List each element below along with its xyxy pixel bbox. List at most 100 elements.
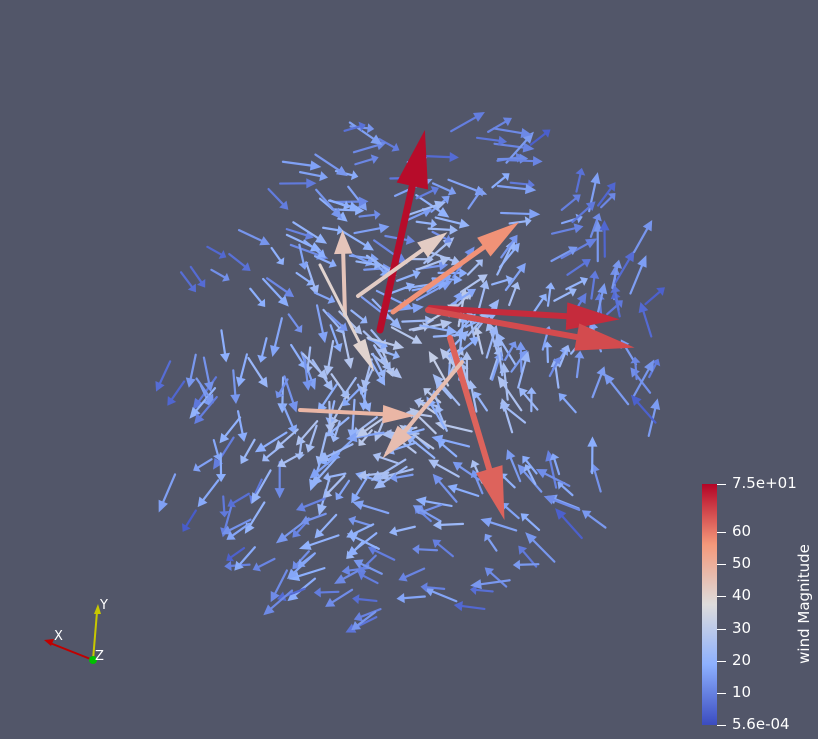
wind-arrow-glyph [574,350,585,379]
wind-arrow-glyph [195,377,214,404]
wind-arrow-glyph [287,313,303,333]
wind-arrow-glyph [346,532,378,557]
wind-arrow-glyph [373,344,391,372]
wind-arrow-glyph [202,356,214,393]
wind-arrow-glyph [566,258,591,276]
wind-arrow-glyph [300,512,327,526]
wind-arrow-glyph [206,245,227,259]
wind-arrow-glyph [644,287,665,306]
wind-arrow-glyph [227,492,250,508]
wind-arrow-glyph [266,277,295,298]
wind-arrow-glyph [281,160,322,171]
wind-arrow-glyph [357,470,390,481]
wind-arrow-glyph [491,275,514,286]
wind-arrow-glyph [632,359,655,397]
wind-arrow-glyph [600,192,616,209]
wind-arrow-glyph [325,588,354,607]
wind-arrow-glyph [599,220,610,258]
wind-arrow-glyph [219,495,230,518]
wind-arrow-glyph [305,261,319,296]
wind-arrow-glyph [629,255,647,295]
wind-arrow-glyph [341,330,354,370]
wind-arrow-glyph [432,539,454,558]
wind-arrow-glyph [529,129,551,146]
wind-arrow-glyph [470,469,484,495]
wind-arrow-glyph [543,495,581,511]
wind-arrow-glyph [506,449,522,483]
wind-arrow-glyph [395,269,421,282]
wind-arrow-glyph [277,451,304,468]
scalar-bar-tick-label: 60 [732,522,752,541]
wind-arrow-glyph [508,216,532,227]
wind-arrow-glyph [504,341,518,361]
wind-arrow-glyph [415,194,450,218]
wind-arrow-glyph [274,460,285,499]
wind-arrow-glyph [219,416,242,444]
wind-arrow-glyph [467,188,483,210]
wind-arrow-glyph [389,525,416,537]
wind-arrow-glyph [611,259,623,290]
wind-arrow-glyph [210,268,230,282]
wind-arrow-glyph [303,239,326,258]
wind-arrow-glyph [487,117,512,133]
wind-arrow-glyph [558,393,577,414]
wind-arrow-glyph [298,243,309,270]
wind-arrow-glyph [535,468,571,487]
x-axis-line [49,642,94,661]
wind-arrow-glyph [352,500,390,515]
wind-arrow-glyph [432,473,458,503]
wind-arrow-glyph [350,309,368,324]
wind-arrow-glyph [237,229,271,246]
wind-arrow-glyph [518,387,539,411]
wind-arrow-glyph [532,293,548,314]
wind-arrow-glyph [512,559,540,570]
wind-arrow-glyph [317,383,338,414]
y-axis-label: Y [100,598,108,613]
wind-arrow-glyph [504,262,526,292]
wind-arrow-glyph [589,270,600,300]
scalar-bar-tick-label: 40 [732,586,752,605]
orientation-axes: X Y Z [30,590,130,680]
wind-arrow-glyph [415,496,453,508]
wind-arrow-glyph [313,255,337,268]
wind-arrow-glyph [613,250,635,285]
y-axis-line [92,611,98,661]
orientation-axes-graphic [44,604,101,664]
wind-arrow-glyph [302,355,313,391]
wind-arrow-glyph [638,301,653,338]
wind-arrow-glyph [560,238,598,260]
wind-arrow-glyph [219,329,230,363]
wind-arrow-glyph [323,339,335,376]
wind-arrow-glyph [472,326,484,355]
wind-arrow-glyph [500,208,541,219]
wind-arrow-glyph [234,546,256,571]
wind-arrow-glyph [356,383,372,412]
wind-arrow-glyph [499,402,527,424]
wind-arrow-glyph [251,469,272,505]
wind-arrow-glyph [197,479,220,508]
wind-arrow-glyph [415,218,438,229]
scalar-bar-tick-mark [717,532,726,534]
wind-arrow-glyph [575,167,586,193]
wind-arrow-glyph [305,424,318,453]
wind-arrow-glyph [247,357,268,388]
wind-arrow-glyph [525,532,556,563]
wind-arrow-glyph [470,584,494,596]
wind-arrow-glyph [352,140,387,154]
wind-arrow-glyph [327,199,359,212]
wind-arrow-glyph [213,436,235,470]
wind-arrow-glyph [313,587,340,598]
z-axis-dot [89,656,97,664]
wind-arrow-glyph [353,559,383,575]
wind-arrow-glyph [553,287,577,302]
wind-arrow-glyph [301,352,328,380]
wind-arrow-glyph [447,483,480,497]
wind-arrow-glyph [515,341,526,374]
wind-arrow-glyph [318,263,375,372]
wind-arrow-glyph [630,394,657,424]
wind-arrow-glyph [249,287,266,308]
scalar-bar-tick-label: 10 [732,682,752,701]
wind-arrow-glyph [313,291,336,304]
wind-arrow-glyph [408,200,447,216]
